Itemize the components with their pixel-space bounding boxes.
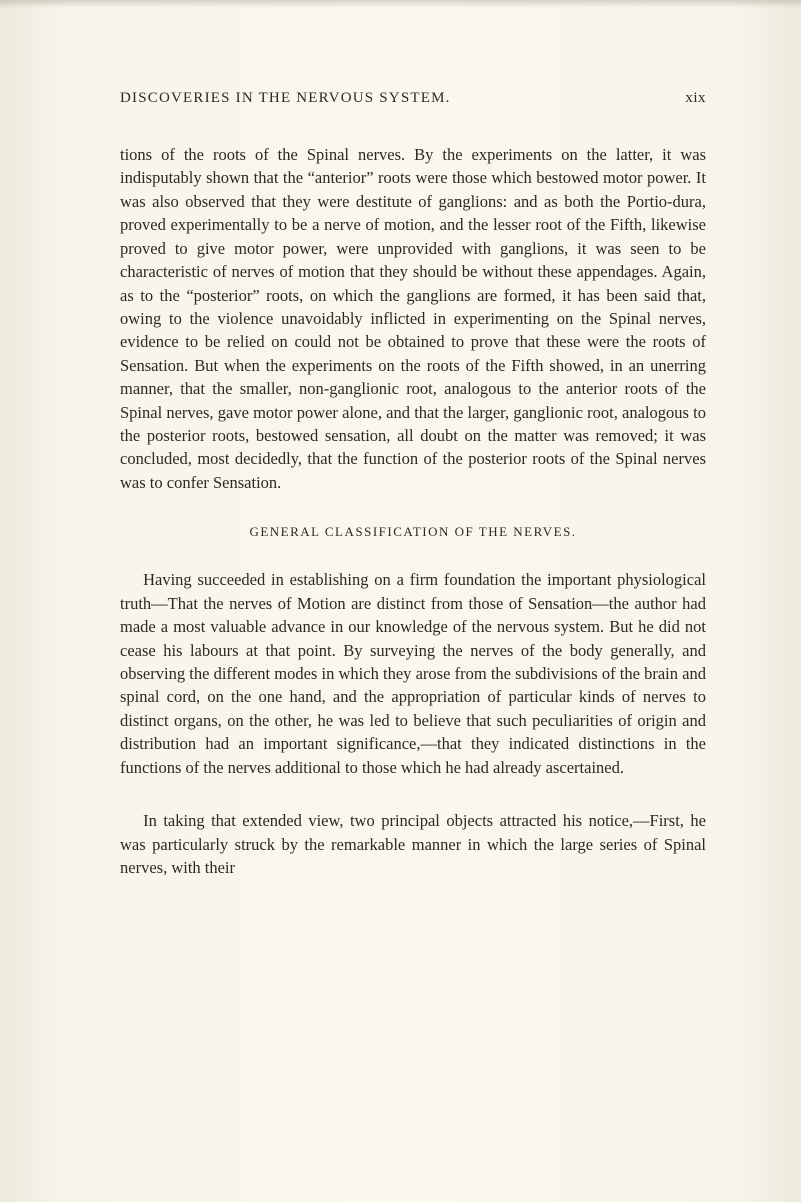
section-heading: GENERAL CLASSIFICATION OF THE NERVES. — [120, 524, 706, 540]
running-title: DISCOVERIES IN THE NERVOUS SYSTEM. — [120, 90, 451, 107]
body-paragraph-3: In taking that extended view, two princi… — [120, 809, 706, 879]
body-paragraph-2: Having succeeded in establishing on a fi… — [120, 568, 706, 779]
page-number: xix — [685, 90, 706, 107]
page-top-shadow — [0, 0, 801, 8]
scanned-page: DISCOVERIES IN THE NERVOUS SYSTEM. xix t… — [0, 0, 801, 1202]
running-header: DISCOVERIES IN THE NERVOUS SYSTEM. xix — [120, 90, 706, 107]
body-paragraph-1: tions of the roots of the Spinal nerves.… — [120, 143, 706, 494]
